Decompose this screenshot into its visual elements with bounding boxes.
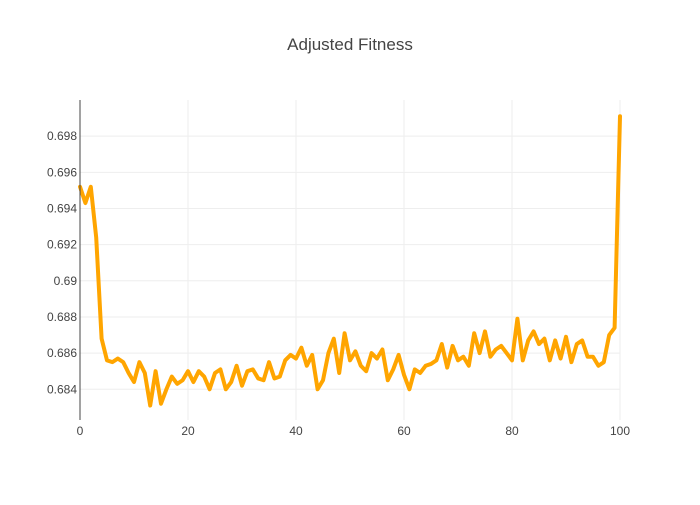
chart-title: Adjusted Fitness <box>287 35 413 54</box>
y-tick-label: 0.684 <box>47 382 77 396</box>
y-tick-label: 0.698 <box>47 129 77 143</box>
x-tick-label: 0 <box>77 424 84 438</box>
x-tick-label: 60 <box>397 424 411 438</box>
y-tick-label: 0.692 <box>47 238 77 252</box>
y-tick-label: 0.694 <box>47 201 77 215</box>
y-tick-label: 0.688 <box>47 310 77 324</box>
series-layer <box>78 114 622 408</box>
x-tick-label: 80 <box>505 424 519 438</box>
y-tick-label: 0.686 <box>47 346 77 360</box>
y-axis-ticks: 0.684 0.686 0.688 0.69 0.692 0.694 0.696 0.698 <box>47 129 77 396</box>
x-tick-label: 40 <box>289 424 303 438</box>
x-axis-ticks: 0 20 40 60 80 100 <box>77 424 631 438</box>
y-tick-label: 0.69 <box>54 274 78 288</box>
grid-lines <box>80 100 621 420</box>
x-tick-label: 100 <box>610 424 630 438</box>
x-tick-label: 20 <box>181 424 195 438</box>
y-tick-label: 0.696 <box>47 165 77 179</box>
series-line-0 <box>78 114 622 408</box>
